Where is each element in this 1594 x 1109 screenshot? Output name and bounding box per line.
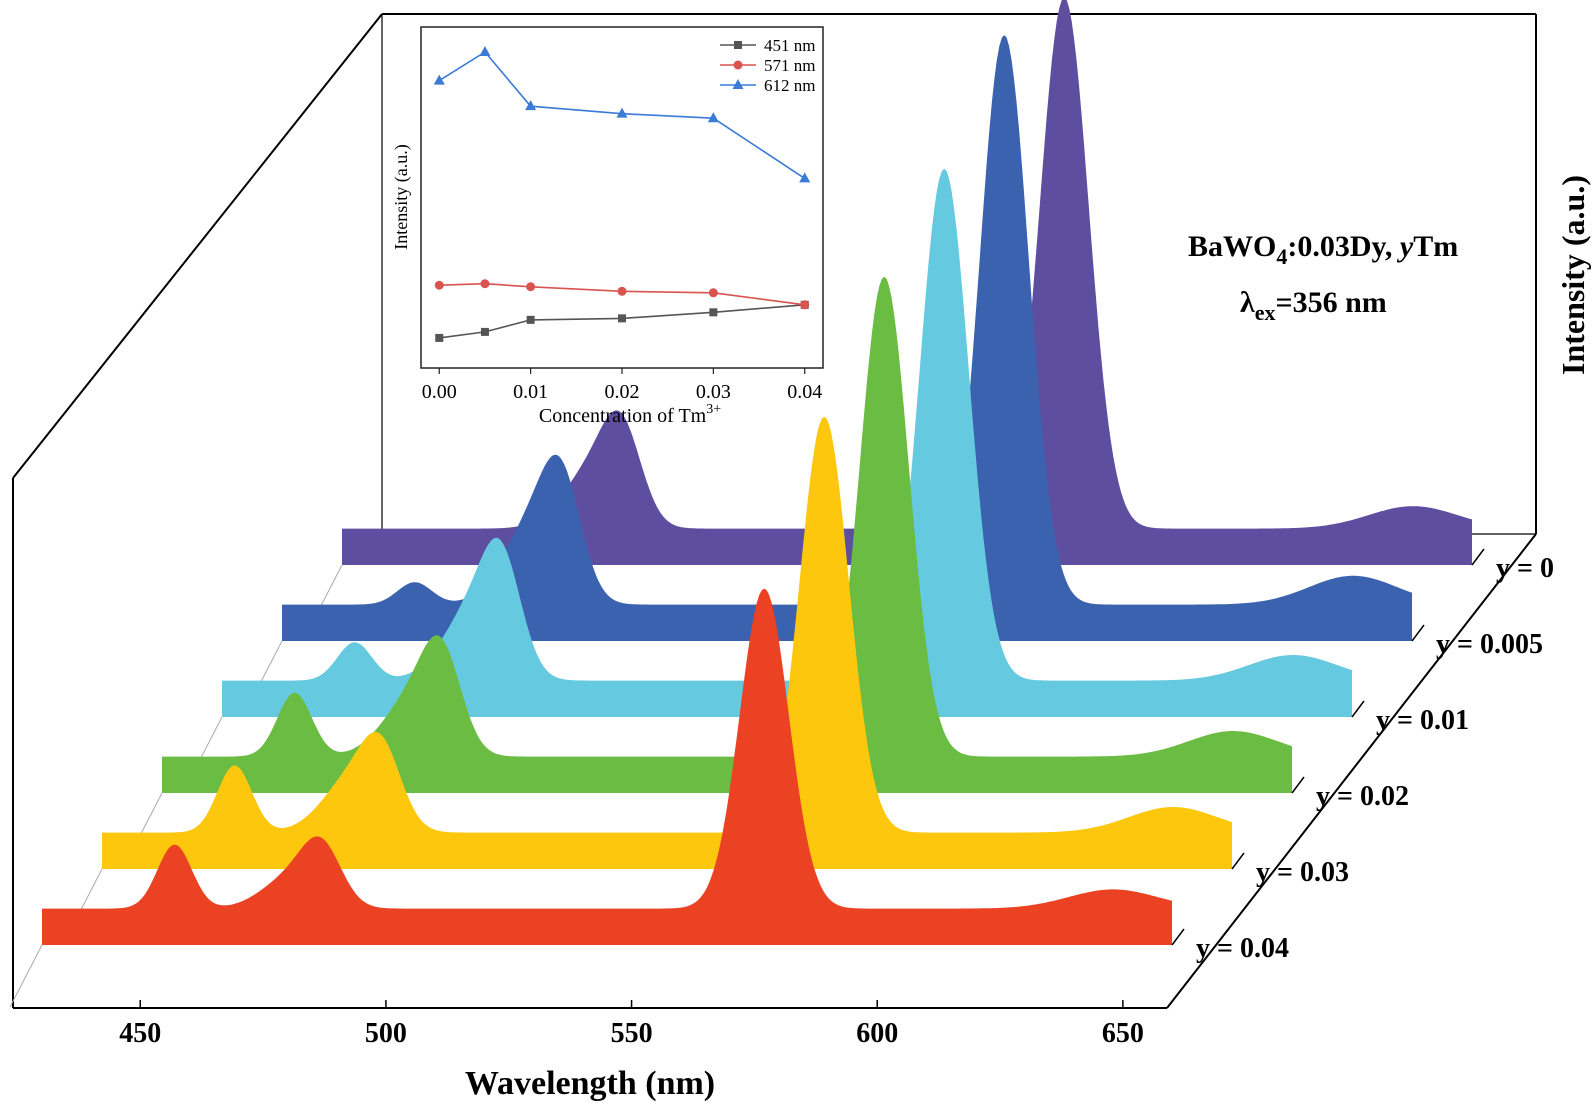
legend-label: 571 nm — [764, 56, 815, 75]
depth-axis-segment — [1171, 928, 1185, 946]
inset-series-line — [439, 304, 805, 339]
inset-point — [526, 282, 536, 292]
inset-point — [434, 280, 444, 290]
inset-point — [480, 327, 489, 336]
depth-axis-segment — [1411, 624, 1425, 642]
x-tick-label: 600 — [856, 1018, 898, 1049]
lambda-symbol: λ — [1240, 286, 1255, 319]
legend-marker — [734, 41, 742, 49]
inset-point — [526, 315, 535, 324]
inset-x-tick-label: 0.01 — [513, 381, 548, 403]
row-label: y = 0.04 — [1196, 933, 1289, 964]
x-axis-title: Wavelength (nm) — [465, 1065, 715, 1102]
inset-point — [480, 279, 490, 289]
x-tick-label: 450 — [119, 1018, 161, 1049]
inset-x-axis-title: Concentration of Tm3+ — [539, 402, 721, 427]
sample-title-sub: 4 — [1276, 244, 1287, 269]
inset-point — [617, 286, 627, 296]
row-label: y = 0.02 — [1316, 781, 1409, 812]
inset-x-tick-label: 0.00 — [422, 381, 457, 403]
inset-point — [709, 308, 718, 317]
inset-point — [618, 314, 626, 323]
inset-x-axis-title-base: Concentration of Tm — [539, 405, 707, 427]
depth-axis-segment — [1231, 852, 1245, 870]
inset-point — [707, 112, 719, 123]
legend-label: 612 nm — [764, 76, 815, 95]
lambda-value: =356 nm — [1276, 286, 1387, 319]
row-label: y = 0 — [1496, 553, 1554, 584]
inset-series-line — [439, 282, 805, 306]
row-label: y = 0.01 — [1376, 705, 1469, 736]
row-label: y = 0.03 — [1256, 857, 1349, 888]
spectrum-ribbon — [42, 588, 1172, 945]
inset-point — [525, 100, 537, 111]
inset-series-line — [438, 50, 806, 180]
excitation-label: λex=356 nm — [1240, 286, 1387, 325]
sample-title-rest: :0.03Dy, — [1287, 230, 1400, 263]
inset-point — [799, 172, 811, 183]
depth-axis-segment — [1471, 548, 1485, 566]
x-axis: 450 500 550 600 650 — [119, 1000, 1144, 1049]
spectrum-ribbon — [282, 35, 1412, 641]
depth-axis-segment — [1291, 776, 1305, 794]
inset-x-axis-title-sup: 3+ — [706, 402, 721, 417]
inset-x-ticks: 0.00 0.01 0.02 0.03 0.04 — [422, 368, 822, 403]
inset-x-tick-label: 0.04 — [787, 381, 822, 403]
x-tick-label: 550 — [611, 1018, 653, 1049]
row-label: y = 0.005 — [1436, 629, 1543, 660]
inset-point — [433, 74, 445, 85]
spectrum-ribbon — [102, 416, 1232, 869]
inset-point — [435, 333, 444, 342]
x-tick-label: 650 — [1102, 1018, 1144, 1049]
sample-title-base: BaWO — [1188, 230, 1276, 263]
lambda-sub: ex — [1255, 300, 1276, 325]
sample-title: BaWO4:0.03Dy, yTm — [1188, 230, 1458, 269]
inset-point — [479, 45, 491, 56]
x-tick-label: 500 — [365, 1018, 407, 1049]
inset-point — [708, 288, 718, 298]
inset-x-tick-label: 0.02 — [605, 381, 640, 403]
spectrum-ribbon — [222, 168, 1352, 718]
sample-title-italic: y — [1397, 230, 1414, 263]
legend-marker — [732, 79, 744, 89]
inset-y-axis-title: Intensity (a.u.) — [391, 144, 412, 249]
spectra-ribbons: y = 0 y = 0.005 y = 0.01 y = 0.02 y = 0.03 y … — [42, 0, 1554, 964]
depth-axis-segment — [1351, 700, 1365, 718]
frame-diag-top — [12, 13, 383, 479]
inset-x-tick-label: 0.03 — [696, 381, 731, 403]
floor-guide-line — [9, 944, 43, 1008]
spectrum-ribbon — [342, 0, 1472, 565]
frame-diag-bottom — [1166, 533, 1537, 1009]
sample-title-end: Tm — [1413, 230, 1458, 263]
spectrum-ribbon — [162, 276, 1292, 794]
inset-point — [800, 300, 810, 310]
inset-series — [433, 45, 811, 342]
legend-marker — [733, 60, 743, 70]
inset-point — [616, 107, 628, 118]
y-axis-title: Intensity (a.u.) — [1555, 175, 1591, 375]
inset-chart: 0.00 0.01 0.02 0.03 0.04 Intensity (a.u.) Co… — [391, 26, 824, 427]
legend-label: 451 nm — [764, 36, 815, 55]
depth-axis-ticks — [1171, 548, 1485, 946]
